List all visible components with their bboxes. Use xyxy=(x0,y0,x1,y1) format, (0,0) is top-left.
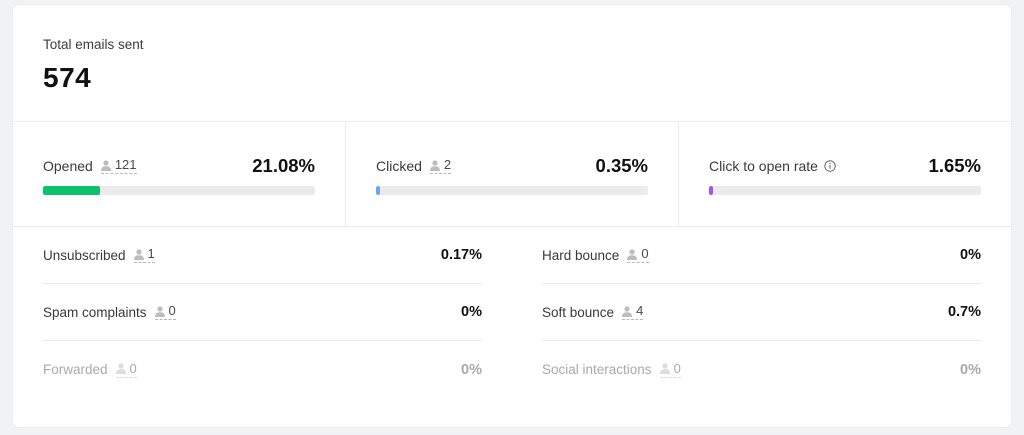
recipients-count: 0 xyxy=(168,303,176,318)
total-emails-label: Total emails sent xyxy=(43,37,144,52)
person-icon xyxy=(627,248,638,260)
stat-label: Forwarded xyxy=(43,362,108,377)
recipients-count-link: 0 xyxy=(115,360,137,378)
recipients-count-link[interactable]: 4 xyxy=(622,303,644,320)
stat-value: 0% xyxy=(461,361,482,378)
person-icon xyxy=(659,363,670,374)
recipients-count: 0 xyxy=(641,246,649,261)
progress-bar xyxy=(43,186,315,195)
stat-row-hard-bounce: Hard bounce 0 0% xyxy=(542,227,981,284)
recipients-count: 4 xyxy=(636,303,644,318)
rate-click-to-open: Click to open rate 1.65% xyxy=(679,122,1011,226)
rate-label: Opened xyxy=(43,158,93,174)
stats-section: Unsubscribed 1 0.17% Spam complaints 0 xyxy=(13,227,1011,398)
stat-value: 0.7% xyxy=(947,304,981,320)
stat-value: 0% xyxy=(960,361,981,378)
recipients-count-link[interactable]: 1 xyxy=(133,246,155,263)
rates-row: Opened 121 21.08% Clicked 2 xyxy=(13,122,1011,227)
person-icon xyxy=(154,305,165,317)
person-icon xyxy=(429,159,440,171)
recipients-count-link[interactable]: 2 xyxy=(429,157,452,174)
person-icon xyxy=(133,248,144,260)
rate-percentage: 0.35% xyxy=(595,155,648,176)
progress-bar-fill xyxy=(709,186,714,195)
email-stats-card: Total emails sent 574 Opened 121 21.08% xyxy=(12,4,1012,428)
recipients-count-link[interactable]: 121 xyxy=(100,157,137,174)
stat-row-spam-complaints: Spam complaints 0 0% xyxy=(43,284,482,341)
rate-label: Click to open rate xyxy=(709,158,818,174)
recipients-count: 2 xyxy=(443,157,452,172)
stat-row-unsubscribed: Unsubscribed 1 0.17% xyxy=(43,227,482,284)
stat-value: 0.17% xyxy=(440,247,482,263)
info-icon[interactable] xyxy=(824,160,836,172)
person-icon xyxy=(115,363,126,374)
stat-label: Hard bounce xyxy=(542,247,620,263)
progress-bar xyxy=(376,186,648,195)
rate-clicked: Clicked 2 0.35% xyxy=(346,122,679,226)
person-icon xyxy=(100,159,111,171)
total-emails-value: 574 xyxy=(43,62,92,93)
stat-value: 0% xyxy=(960,247,981,263)
stat-row-social-interactions: Social interactions 0 0% xyxy=(542,341,981,398)
progress-bar xyxy=(709,186,981,195)
recipients-count-link[interactable]: 0 xyxy=(154,303,176,320)
recipients-count: 0 xyxy=(673,360,681,376)
total-emails-section: Total emails sent 574 xyxy=(13,5,1011,122)
progress-bar-fill xyxy=(43,186,101,195)
rate-percentage: 1.65% xyxy=(928,155,981,176)
stats-column-right: Hard bounce 0 0% Soft bounce 4 0.7% xyxy=(542,227,981,398)
recipients-count-link: 0 xyxy=(659,360,681,378)
rate-opened: Opened 121 21.08% xyxy=(13,122,346,226)
stat-value: 0% xyxy=(461,304,482,320)
recipients-count: 0 xyxy=(129,360,137,376)
stat-row-forwarded: Forwarded 0 0% xyxy=(43,341,482,398)
rate-percentage: 21.08% xyxy=(252,155,315,176)
stat-row-soft-bounce: Soft bounce 4 0.7% xyxy=(542,284,981,341)
stat-label: Spam complaints xyxy=(43,304,147,320)
recipients-count: 121 xyxy=(114,157,137,172)
person-icon xyxy=(622,305,633,317)
progress-bar-fill xyxy=(376,186,380,195)
rate-label: Clicked xyxy=(376,158,422,174)
stat-label: Social interactions xyxy=(542,362,652,377)
stat-label: Soft bounce xyxy=(542,304,615,320)
recipients-count-link[interactable]: 0 xyxy=(627,246,649,263)
stats-column-left: Unsubscribed 1 0.17% Spam complaints 0 xyxy=(43,227,482,398)
recipients-count: 1 xyxy=(147,246,155,261)
stat-label: Unsubscribed xyxy=(43,247,126,263)
